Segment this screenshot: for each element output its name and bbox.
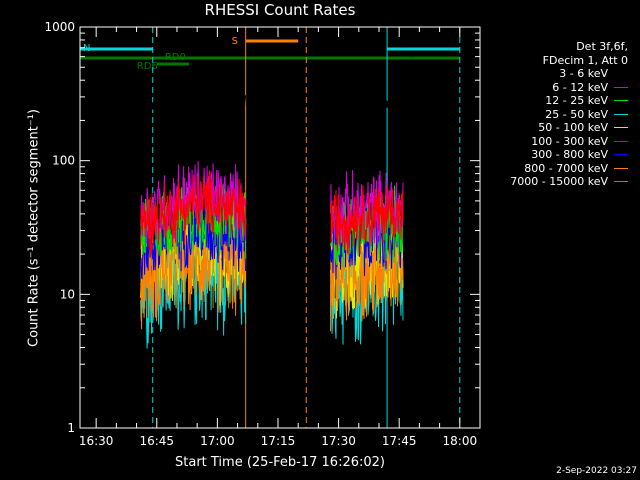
legend-swatch bbox=[614, 181, 628, 183]
series-3-6-kev-seg-1 bbox=[330, 95, 404, 115]
series-3-6-kev-seg-0 bbox=[140, 89, 247, 117]
legend-swatch bbox=[614, 154, 628, 156]
legend-entry: 100 - 300 keV bbox=[470, 135, 628, 149]
legend-entry: 800 - 7000 keV bbox=[470, 162, 628, 176]
y-tick-label: 1000 bbox=[44, 20, 75, 34]
x-tick-label: 17:00 bbox=[200, 434, 235, 448]
legend-entry: 300 - 800 keV bbox=[470, 148, 628, 162]
x-tick-label: 18:00 bbox=[443, 434, 478, 448]
chart-title: RHESSI Count Rates bbox=[204, 1, 356, 19]
tick-labels: 1 10 100 1000 16:30 16:45 17:00 17:15 17:30 17:45… bbox=[44, 20, 477, 448]
x-axis-label: Start Time (25-Feb-17 16:26:02) bbox=[175, 455, 385, 470]
series-6-12-kev-seg-1 bbox=[330, 170, 404, 249]
legend-label: 50 - 100 keV bbox=[538, 121, 608, 135]
date-stamp: 2-Sep-2022 03:27 bbox=[556, 466, 637, 476]
series-100-300-kev-seg-1 bbox=[330, 185, 404, 255]
legend-swatch bbox=[614, 86, 628, 88]
legend-label: 25 - 50 keV bbox=[545, 107, 608, 121]
legend-label: 7000 - 15000 keV bbox=[510, 175, 608, 189]
x-tick-label: 17:15 bbox=[261, 434, 296, 448]
legend-entry: 3 - 6 keV bbox=[470, 67, 628, 81]
series-layer bbox=[140, 89, 404, 349]
y-tick-label: 10 bbox=[60, 287, 75, 301]
legend-entry: 50 - 100 keV bbox=[470, 121, 628, 135]
legend-label: 12 - 25 keV bbox=[545, 94, 608, 108]
flag-label-rd6: RD6 bbox=[137, 61, 158, 72]
x-tick-label: 17:45 bbox=[382, 434, 417, 448]
legend-header-line: FDecim 1, Att 0 bbox=[542, 53, 628, 67]
legend-swatch bbox=[614, 100, 628, 102]
x-tick-label: 17:30 bbox=[321, 434, 356, 448]
legend-swatch bbox=[614, 167, 628, 169]
legend-label: 300 - 800 keV bbox=[531, 148, 608, 162]
legend-label: 100 - 300 keV bbox=[531, 134, 608, 148]
axes bbox=[79, 26, 481, 429]
legend-label: 3 - 6 keV bbox=[559, 67, 608, 81]
flag-bars: N S RD0 RD6 bbox=[80, 36, 460, 72]
legend-entry: 7000 - 15000 keV bbox=[470, 175, 628, 189]
legend-swatch bbox=[614, 140, 628, 142]
legend-label: 6 - 12 keV bbox=[552, 80, 608, 94]
legend-entry: 6 - 12 keV bbox=[470, 81, 628, 95]
plot-frame bbox=[79, 26, 481, 429]
y-axis-label: Count Rate (s⁻¹ detector segment⁻¹) bbox=[26, 109, 42, 347]
flag-label-s: S bbox=[232, 36, 238, 47]
legend-swatch bbox=[614, 73, 628, 75]
flag-label-n: N bbox=[83, 43, 90, 54]
x-tick-label: 16:45 bbox=[139, 434, 174, 448]
flag-label-rd0: RD0 bbox=[165, 52, 186, 63]
legend-swatch bbox=[614, 113, 628, 115]
legend-entry: 12 - 25 keV bbox=[470, 94, 628, 108]
y-tick-label: 100 bbox=[52, 154, 75, 168]
series-800-7000-kev-seg-1 bbox=[330, 220, 404, 332]
legend-header-line: Det 3f,6f, bbox=[576, 40, 628, 53]
x-tick-label: 16:30 bbox=[79, 434, 114, 448]
y-tick-label: 1 bbox=[67, 421, 75, 435]
legend-entry: 25 - 50 keV bbox=[470, 108, 628, 122]
series-100-300-kev-seg-0 bbox=[140, 170, 247, 258]
legend-swatch bbox=[614, 127, 628, 129]
legend-label: 800 - 7000 keV bbox=[524, 161, 608, 175]
